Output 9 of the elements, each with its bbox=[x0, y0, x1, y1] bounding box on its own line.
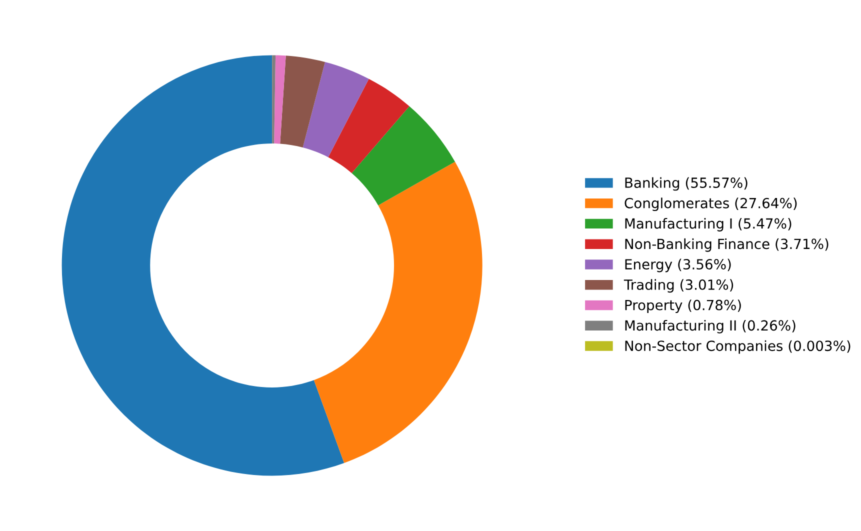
legend-label: Energy (3.56%) bbox=[625, 258, 731, 272]
legend-label: Manufacturing II (0.26%) bbox=[625, 320, 796, 334]
legend-label: Non-Sector Companies (0.003%) bbox=[625, 340, 850, 354]
legend-label: Non-Banking Finance (3.71%) bbox=[625, 238, 828, 252]
legend-label: Trading (3.01%) bbox=[624, 279, 734, 293]
legend-label: Conglomerates (27.64%) bbox=[624, 198, 797, 212]
legend-label: Manufacturing I (5.47%) bbox=[625, 218, 792, 232]
legend-label: Property (0.78%) bbox=[625, 300, 741, 313]
legend-label: Banking (55.57%) bbox=[625, 177, 748, 191]
